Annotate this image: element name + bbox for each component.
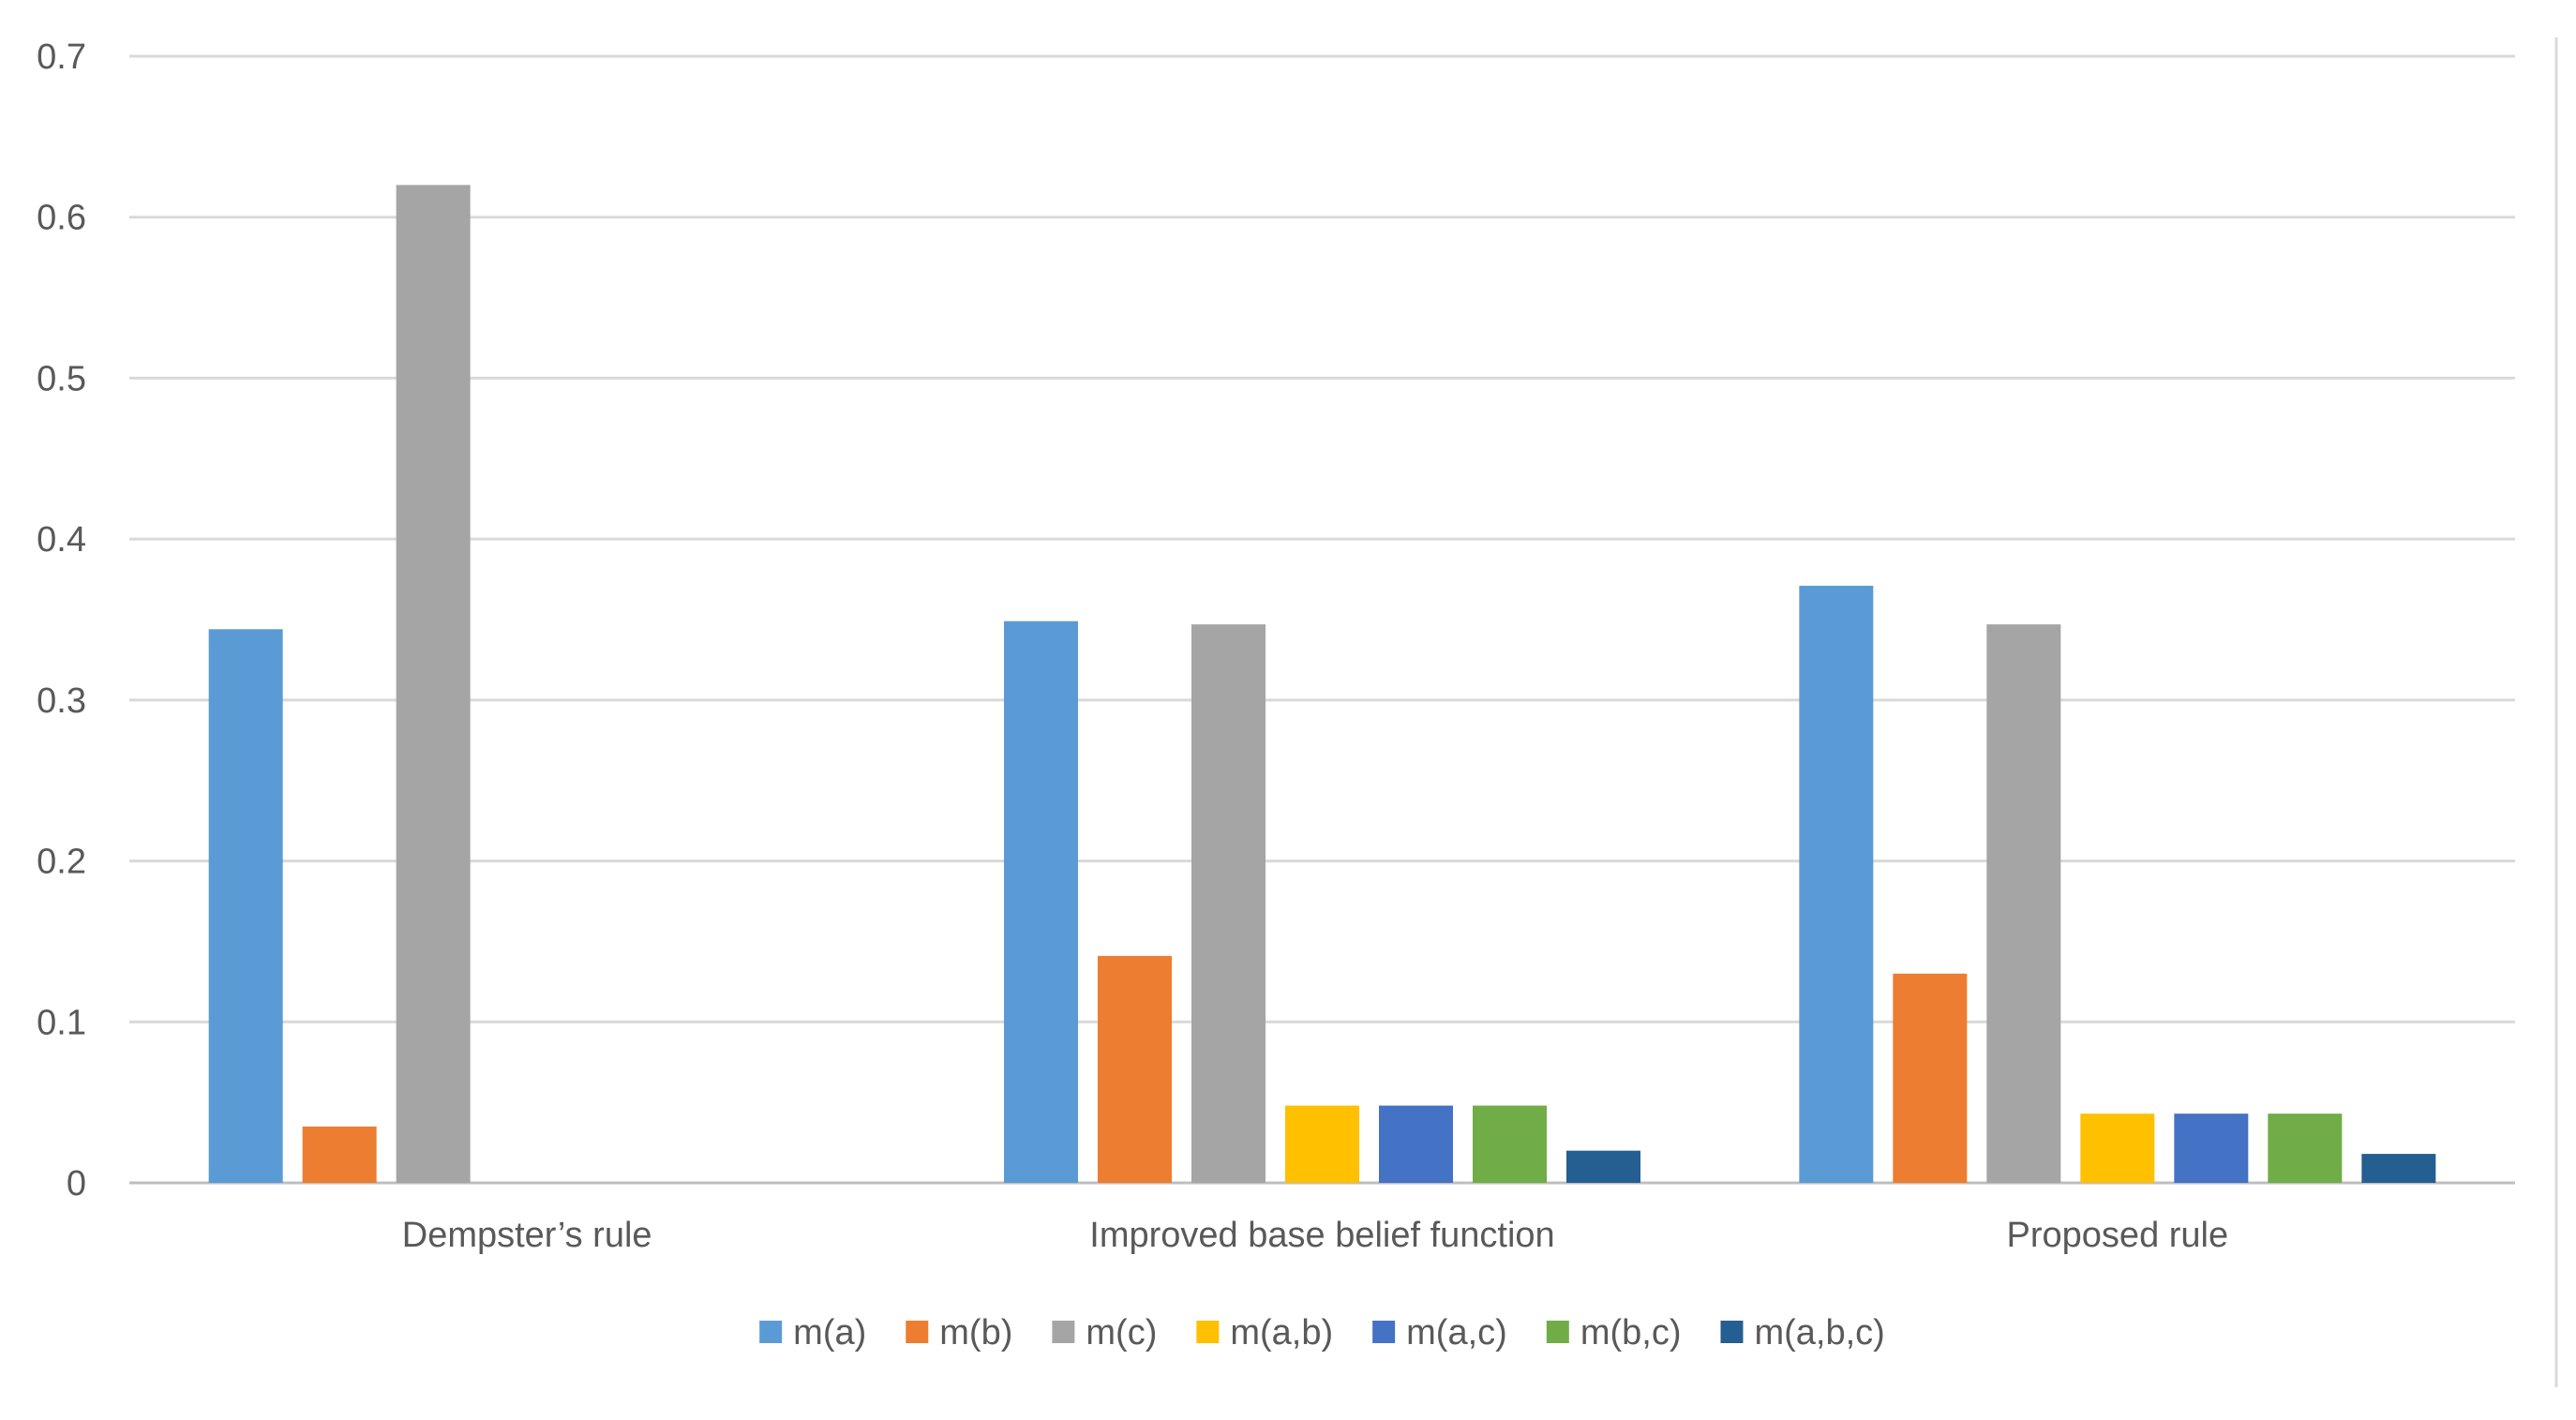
legend-item: m(a,b) [1196,1313,1333,1353]
y-tick-label: 0 [67,1164,86,1203]
y-tick-label: 0.2 [37,843,86,882]
gridlines [129,54,2515,1185]
legend-label: m(a,b) [1230,1313,1333,1353]
legend-item: m(a) [759,1313,866,1353]
legend-swatch [1546,1321,1569,1343]
y-axis-ticks: 0 0.1 0.2 0.3 0.4 0.5 0.6 0.7 [37,37,86,1203]
legend-label: m(a,c) [1406,1313,1507,1353]
legend-label: m(c) [1086,1313,1157,1353]
bar [1379,1105,1453,1183]
bar [2268,1114,2343,1183]
legend: m(a) m(b) m(c) m(a,b) m(a,c) m(b,c) m(a,b,c) [759,1313,1885,1353]
legend-label: m(b,c) [1580,1313,1682,1353]
legend-swatch [906,1321,929,1343]
y-tick-label: 0.3 [37,681,86,721]
bar [396,185,471,1183]
legend-item: m(c) [1052,1313,1157,1353]
bar [1098,955,1172,1183]
x-axis-categories: Dempster’s rule Improved base belief func… [402,1216,2228,1255]
legend-swatch [1196,1321,1220,1343]
bar [1473,1105,1547,1183]
bar [208,629,283,1183]
bars [208,185,2436,1183]
bar [1191,624,1266,1183]
bar [302,1126,377,1183]
legend-swatch [1720,1321,1744,1343]
y-tick-label: 0.7 [37,37,86,77]
bar [1004,620,1078,1183]
legend-item: m(b) [906,1313,1012,1353]
legend-swatch [759,1321,783,1343]
legend-item: m(a,b,c) [1720,1313,1885,1353]
legend-swatch [1052,1321,1075,1343]
y-tick-label: 0.1 [37,1003,86,1042]
legend-label: m(b) [939,1313,1012,1353]
bar [1893,973,1968,1183]
x-category-label: Improved base belief function [1089,1216,1554,1255]
bar [1285,1105,1359,1183]
legend-item: m(b,c) [1546,1313,1682,1353]
x-category-label: Dempster’s rule [402,1216,652,1255]
bar [2080,1114,2155,1183]
legend-label: m(a) [793,1313,866,1353]
bar [1799,585,1874,1183]
bar [1986,624,2061,1183]
y-tick-label: 0.4 [37,520,86,560]
x-category-label: Proposed rule [2007,1216,2229,1255]
legend-item: m(a,c) [1372,1313,1507,1353]
bar [2361,1154,2436,1183]
y-tick-label: 0.6 [37,199,86,238]
legend-label: m(a,b,c) [1754,1313,1884,1353]
y-tick-label: 0.5 [37,359,86,398]
bar [1566,1150,1640,1183]
legend-swatch [1372,1321,1396,1343]
bar [2174,1114,2249,1183]
